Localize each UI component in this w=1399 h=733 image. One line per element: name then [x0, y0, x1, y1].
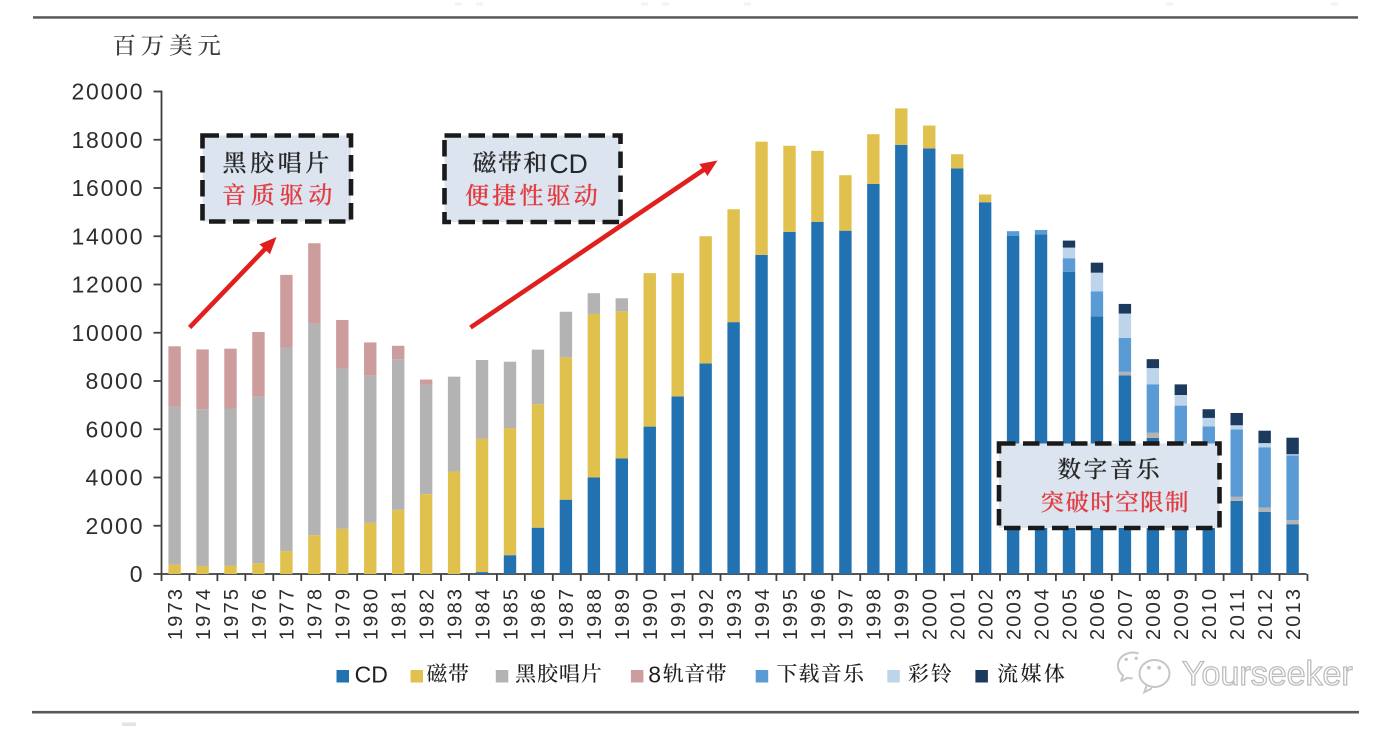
svg-text:12000: 12000 — [72, 272, 143, 298]
svg-text:4000: 4000 — [86, 465, 143, 491]
svg-text:0: 0 — [130, 561, 143, 587]
svg-text:20000: 20000 — [72, 79, 143, 105]
svg-text:10000: 10000 — [72, 320, 143, 346]
svg-text:8000: 8000 — [86, 368, 143, 394]
svg-text:18000: 18000 — [72, 127, 143, 153]
svg-text:2000: 2000 — [86, 513, 143, 539]
svg-text:16000: 16000 — [72, 175, 143, 201]
svg-text:8: 8 — [648, 662, 661, 688]
svg-text:14000: 14000 — [72, 223, 143, 249]
svg-text:CD: CD — [355, 662, 388, 688]
svg-text:6000: 6000 — [86, 416, 143, 442]
svg-text:CD: CD — [550, 149, 588, 179]
svg-text:Yourseeker: Yourseeker — [1182, 655, 1353, 693]
